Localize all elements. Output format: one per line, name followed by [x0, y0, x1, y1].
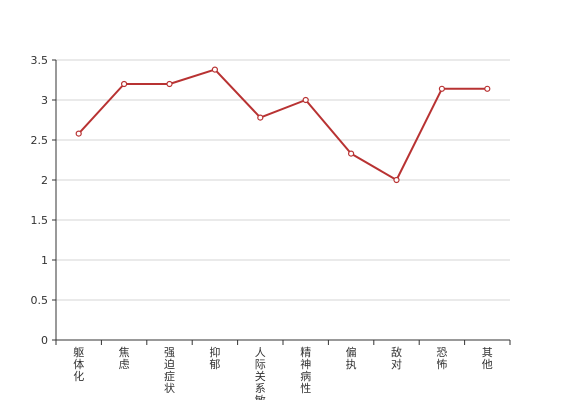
- series: [75, 66, 491, 184]
- y-tick-label: 2: [41, 174, 48, 187]
- y-tick-label: 3.5: [31, 54, 49, 67]
- x-category-label: 偏执: [346, 345, 357, 371]
- axes: [55, 60, 510, 341]
- y-tick-label: 1: [41, 254, 48, 267]
- data-point[interactable]: [393, 176, 400, 184]
- data-point[interactable]: [257, 114, 264, 121]
- data-point[interactable]: [120, 80, 128, 88]
- x-category-label: 抑郁: [209, 345, 220, 371]
- y-tick-label: 0: [41, 334, 48, 347]
- x-category-label: 恐怖: [436, 346, 447, 371]
- data-point[interactable]: [166, 80, 173, 88]
- y-tick-label: 0.5: [31, 294, 49, 307]
- x-category-label: 精神病性: [300, 346, 311, 395]
- x-category-labels: 躯体化 焦虑 强迫症状 抑郁 人际关系敏感 精神病性 偏执 敌对 恐怖 其他: [73, 345, 493, 400]
- x-category-label: 其他: [482, 346, 493, 371]
- data-point[interactable]: [75, 130, 82, 137]
- x-category-label: 人际关系敏感: [255, 346, 266, 400]
- x-category-label: 躯体化: [73, 346, 84, 383]
- data-point[interactable]: [484, 85, 491, 92]
- data-point[interactable]: [348, 150, 355, 157]
- data-point[interactable]: [211, 66, 218, 73]
- x-category-label: 焦虑: [119, 346, 130, 371]
- y-tick-label: 2.5: [31, 134, 49, 147]
- x-category-label: 强迫症状: [164, 346, 175, 395]
- x-category-label: 敌对: [391, 345, 402, 371]
- data-point[interactable]: [302, 96, 309, 104]
- y-tick-label: 1.5: [31, 214, 49, 227]
- series-line: [77, 68, 488, 181]
- y-tick-label: 3: [41, 94, 48, 107]
- x-ticks: [55, 340, 511, 345]
- gridlines: [56, 59, 510, 301]
- data-point[interactable]: [438, 85, 445, 92]
- y-tick-labels: 0 0.5 1 1.5 2 2.5 3 3.5: [31, 54, 56, 347]
